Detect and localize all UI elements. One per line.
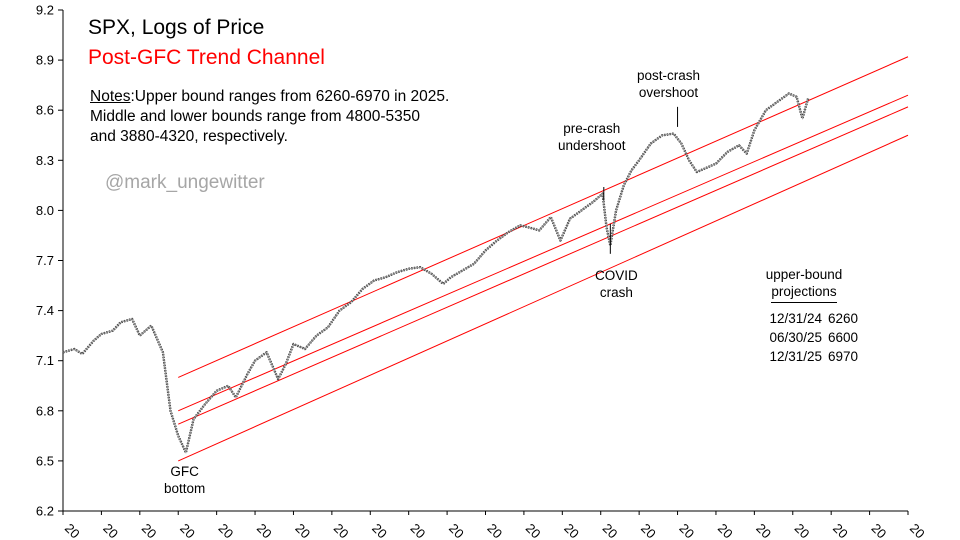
projection-date: 12/31/25 xyxy=(769,349,822,364)
annotation-undershoot-line1: pre-crash xyxy=(563,121,621,136)
x-tick-label: 20 xyxy=(100,521,121,540)
price-line xyxy=(62,92,810,454)
projection-date: 12/31/24 xyxy=(769,311,822,326)
annotation-covid: COVID crash xyxy=(595,267,638,301)
notes-box: Notes:Upper bound ranges from 6260-6970 … xyxy=(90,87,450,147)
y-tick-label: 6.8 xyxy=(36,403,54,418)
channel-line-lower xyxy=(178,134,909,462)
x-tick-label: 20 xyxy=(408,521,429,540)
price-line-core xyxy=(62,93,809,454)
projection-value: 6970 xyxy=(827,349,858,364)
x-tick-label: 20 xyxy=(139,521,160,540)
projection-row: 12/31/25 6970 xyxy=(752,347,858,366)
annotation-covid-line2: crash xyxy=(599,285,633,300)
x-tick-label: 20 xyxy=(830,521,851,540)
y-tick-label: 8.3 xyxy=(36,153,54,168)
y-tick-label: 7.4 xyxy=(36,303,54,318)
x-tick-label: 20 xyxy=(177,521,198,540)
x-tick-label: 20 xyxy=(62,521,83,540)
channel-line-lower-upper xyxy=(178,106,909,425)
y-tick-label: 8.9 xyxy=(36,53,54,68)
projection-value: 6260 xyxy=(827,311,858,326)
annotation-covid-line1: COVID xyxy=(595,268,638,283)
annotation-undershoot-line2: undershoot xyxy=(558,138,626,153)
annotation-gfc-line1: GFC xyxy=(170,464,199,479)
x-tick-label: 20 xyxy=(638,521,659,540)
notes-text: :Upper bound ranges from 6260-6970 in 20… xyxy=(90,88,450,145)
projections-header-line1: upper-bound xyxy=(765,267,843,282)
y-tick-label: 8.0 xyxy=(36,203,54,218)
projection-date: 06/30/25 xyxy=(769,330,822,345)
y-tick-label: 6.2 xyxy=(36,504,54,519)
annotation-gfc-line2: bottom xyxy=(164,481,206,496)
x-tick-label: 20 xyxy=(484,521,505,540)
annotation-overshoot: post-crash overshoot xyxy=(637,67,700,101)
x-tick-label: 20 xyxy=(254,521,275,540)
trend-channel xyxy=(178,56,909,462)
y-tick-label: 7.1 xyxy=(36,353,54,368)
x-tick-label: 20 xyxy=(907,521,928,540)
annotation-overshoot-line2: overshoot xyxy=(638,85,699,100)
chart-subtitle: Post-GFC Trend Channel xyxy=(88,46,325,69)
y-tick-label: 8.6 xyxy=(36,103,54,118)
x-tick-label: 20 xyxy=(523,521,544,540)
y-tick-label: 6.5 xyxy=(36,453,54,468)
annotation-overshoot-line1: post-crash xyxy=(637,68,701,83)
channel-line-upper xyxy=(178,56,909,378)
projection-row: 06/30/25 6600 xyxy=(752,328,858,347)
x-tick-label: 20 xyxy=(600,521,621,540)
y-tick-label: 7.7 xyxy=(36,253,54,268)
chart-title: SPX, Logs of Price xyxy=(88,16,265,39)
annotation-undershoot: pre-crash undershoot xyxy=(558,120,626,154)
projections-header: upper-bound projections xyxy=(752,266,856,303)
x-tick-label: 20 xyxy=(868,521,889,540)
projection-value: 6600 xyxy=(827,330,858,345)
x-tick-label: 20 xyxy=(216,521,237,540)
x-tick-label: 20 xyxy=(715,521,736,540)
projection-row: 12/31/24 6260 xyxy=(752,309,858,328)
price-series xyxy=(62,92,810,454)
x-tick-label: 20 xyxy=(561,521,582,540)
notes-label: Notes xyxy=(90,88,131,105)
projections-header-line2: projections xyxy=(771,283,837,303)
x-tick-label: 20 xyxy=(446,521,467,540)
x-tick-label: 20 xyxy=(331,521,352,540)
x-tick-label: 20 xyxy=(792,521,813,540)
x-tick-label: 20 xyxy=(676,521,697,540)
y-tick-label: 9.2 xyxy=(36,3,54,18)
channel-line-middle xyxy=(178,94,909,412)
projections-table: upper-bound projections 12/31/24 6260 06/… xyxy=(752,266,858,366)
x-tick-label: 20 xyxy=(753,521,774,540)
x-tick-label: 20 xyxy=(292,521,313,540)
chart-axes: 6.2 6.5 6.8 7.1 7.4 7.7 8.0 8.3 8.6 8.9 9.2 20 20 20 2… xyxy=(36,3,928,540)
author-handle: @mark_ungewitter xyxy=(105,172,265,193)
x-tick-label: 20 xyxy=(369,521,390,540)
annotation-gfc: GFC bottom xyxy=(164,463,205,497)
